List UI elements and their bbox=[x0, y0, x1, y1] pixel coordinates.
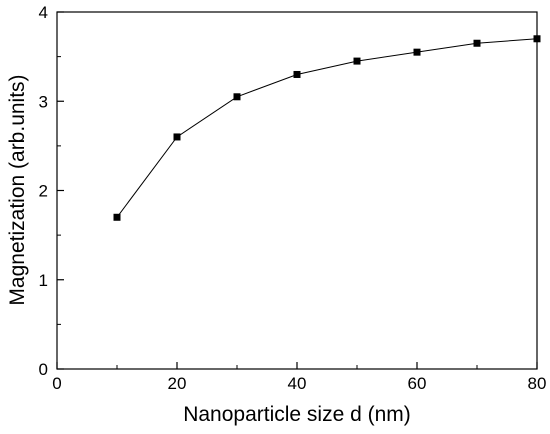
x-tick-label: 60 bbox=[408, 374, 427, 393]
y-axis: 0 1 2 3 4 bbox=[39, 3, 64, 379]
data-point bbox=[473, 39, 481, 47]
series-line bbox=[116, 38, 538, 218]
data-point bbox=[233, 93, 241, 101]
x-tick-label: 40 bbox=[288, 374, 307, 393]
y-tick-label: 3 bbox=[39, 92, 48, 111]
data-point bbox=[413, 48, 421, 56]
plot-frame bbox=[56, 11, 538, 370]
y-tick-label: 4 bbox=[39, 3, 48, 22]
x-tick-label: 20 bbox=[168, 374, 187, 393]
data-point bbox=[173, 133, 181, 141]
y-axis-title: Magnetization (arb.units) bbox=[6, 74, 29, 305]
x-tick-label: 0 bbox=[52, 374, 61, 393]
x-axis-title: Nanoparticle size d (nm) bbox=[183, 403, 411, 426]
data-point bbox=[353, 57, 361, 65]
data-point bbox=[293, 70, 301, 78]
x-tick-label: 80 bbox=[528, 374, 547, 393]
x-axis: 0 20 40 60 80 bbox=[52, 362, 546, 393]
data-point bbox=[533, 35, 541, 43]
y-tick-label: 2 bbox=[39, 182, 48, 201]
y-tick-label: 0 bbox=[39, 360, 48, 379]
series-layer bbox=[113, 35, 541, 221]
data-point bbox=[113, 213, 121, 221]
y-tick-label: 1 bbox=[39, 271, 48, 290]
